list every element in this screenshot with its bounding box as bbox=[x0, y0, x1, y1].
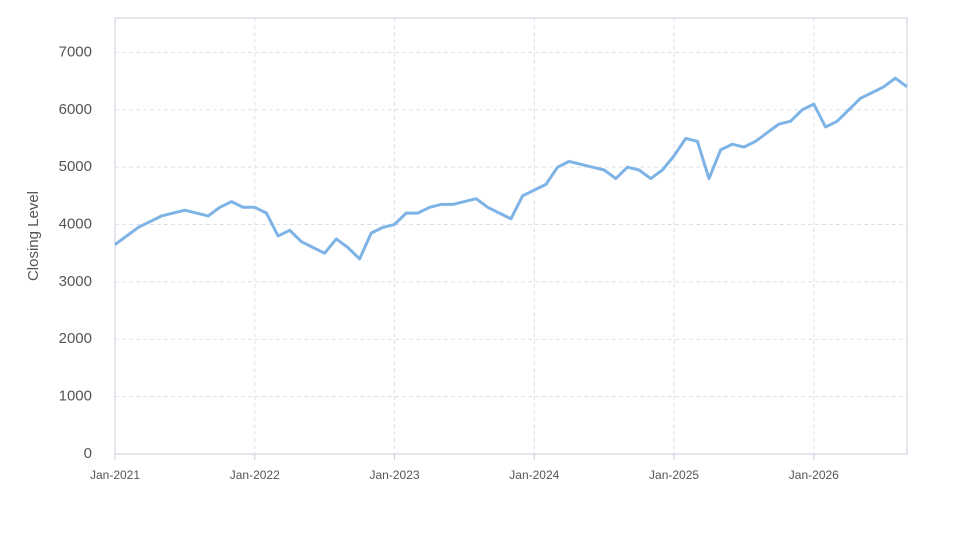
x-tick-label: Jan-2021 bbox=[90, 468, 140, 482]
plot-frame bbox=[114, 17, 908, 455]
data-line bbox=[114, 76, 908, 261]
y-tick-label: 6000 bbox=[59, 101, 92, 118]
y-tick-label: 5000 bbox=[59, 158, 92, 175]
x-tick-label: Jan-2025 bbox=[649, 468, 699, 482]
y-tick-label: 2000 bbox=[59, 330, 92, 347]
y-tick-label: 3000 bbox=[59, 273, 92, 290]
x-tick-label: Jan-2022 bbox=[230, 468, 280, 482]
y-axis-label: Closing Level bbox=[25, 191, 42, 281]
x-tick-label: Jan-2023 bbox=[370, 468, 420, 482]
y-tick-label: 0 bbox=[84, 445, 92, 462]
y-tick-label: 7000 bbox=[59, 43, 92, 60]
y-tick-label: 4000 bbox=[59, 215, 92, 232]
x-tick-label: Jan-2024 bbox=[509, 468, 559, 482]
x-tick-label: Jan-2026 bbox=[789, 468, 839, 482]
y-tick-label: 1000 bbox=[59, 388, 92, 405]
